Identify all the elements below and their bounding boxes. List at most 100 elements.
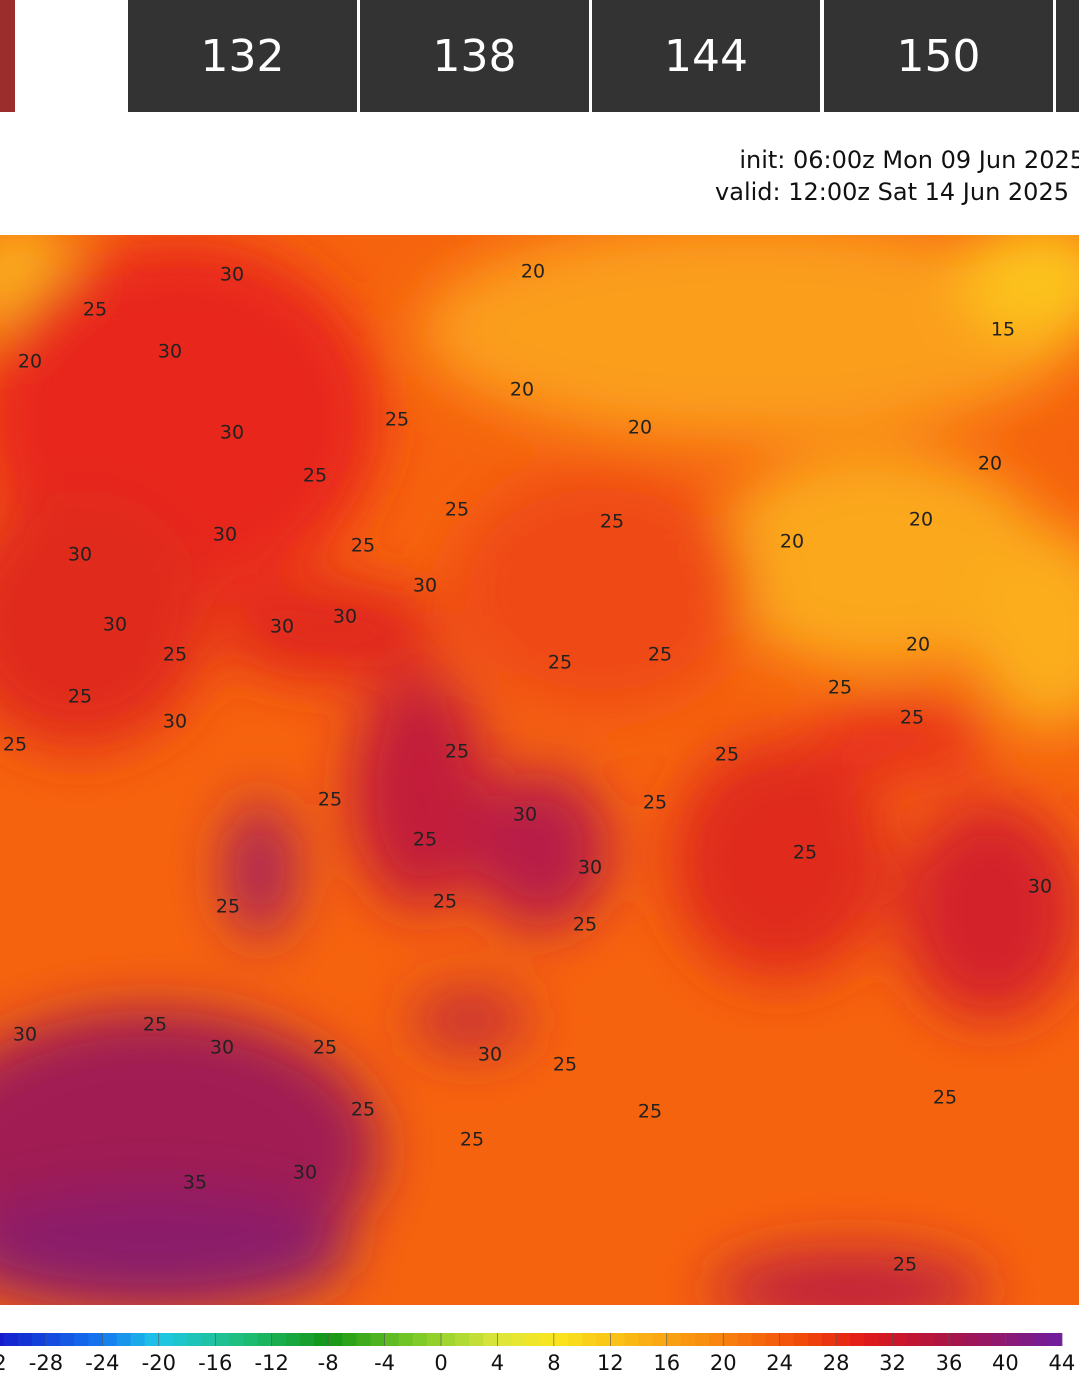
colorbar-swatch bbox=[356, 1333, 371, 1346]
contour-label: 25 bbox=[900, 707, 924, 729]
temperature-field bbox=[0, 235, 1079, 1305]
contour-label: 25 bbox=[548, 652, 572, 674]
contour-label: 25 bbox=[828, 677, 852, 699]
contour-label: 25 bbox=[893, 1254, 917, 1276]
colorbar-swatch bbox=[751, 1333, 767, 1346]
colorbar-swatch bbox=[582, 1333, 597, 1346]
forecast-hour-tab[interactable]: 144 bbox=[592, 0, 820, 112]
colorbar-swatch bbox=[74, 1333, 89, 1346]
colorbar-tick-label: -32 bbox=[0, 1351, 7, 1375]
forecast-hour-tab[interactable]: 138 bbox=[360, 0, 589, 112]
colorbar-tick-label: 36 bbox=[936, 1351, 963, 1375]
colorbar-swatch bbox=[370, 1333, 386, 1346]
contour-label: 25 bbox=[933, 1087, 957, 1109]
colorbar-swatch bbox=[553, 1333, 569, 1346]
contour-label: 20 bbox=[521, 261, 545, 283]
forecast-hour-tab[interactable]: 126 bbox=[0, 0, 15, 112]
colorbar-swatch bbox=[906, 1333, 922, 1346]
contour-label: 25 bbox=[600, 511, 624, 533]
contour-label: 25 bbox=[68, 686, 92, 708]
contour-label: 25 bbox=[793, 842, 817, 864]
colorbar-tick-label: -8 bbox=[318, 1351, 339, 1375]
colorbar-swatch bbox=[243, 1333, 259, 1346]
colorbar-swatch bbox=[680, 1333, 696, 1346]
forecast-hour-tab[interactable]: 150 bbox=[824, 0, 1053, 112]
colorbar-swatch bbox=[737, 1333, 752, 1346]
colorbar-swatch bbox=[793, 1333, 809, 1346]
colorbar-tick-label: 8 bbox=[547, 1351, 560, 1375]
colorbar-swatch bbox=[709, 1333, 724, 1346]
colorbar-tick-label: -20 bbox=[142, 1351, 176, 1375]
contour-label: 25 bbox=[163, 644, 187, 666]
contour-label: 25 bbox=[433, 891, 457, 913]
contour-label: 25 bbox=[638, 1101, 662, 1123]
colorbar-tick-label: 40 bbox=[992, 1351, 1019, 1375]
colorbar-swatch bbox=[864, 1333, 879, 1346]
colorbar-swatch bbox=[3, 1333, 19, 1346]
forecast-hour-tab[interactable]: 132 bbox=[128, 0, 357, 112]
colorbar-swatch bbox=[88, 1333, 103, 1346]
colorbar-swatch bbox=[652, 1333, 668, 1346]
contour-label: 30 bbox=[13, 1024, 37, 1046]
colorbar-tick-label: -4 bbox=[374, 1351, 395, 1375]
contour-label: 30 bbox=[270, 616, 294, 638]
contour-label: 30 bbox=[158, 341, 182, 363]
colorbar-swatch bbox=[229, 1333, 244, 1346]
colorbar-swatch bbox=[0, 1333, 5, 1346]
contour-label: 30 bbox=[213, 524, 237, 546]
contour-label: 35 bbox=[183, 1172, 207, 1194]
contour-label: 25 bbox=[445, 741, 469, 763]
colorbar-swatch bbox=[299, 1333, 315, 1346]
colorbar-tick-label: 32 bbox=[879, 1351, 906, 1375]
colorbar-tick-label: -12 bbox=[255, 1351, 289, 1375]
contour-label: 30 bbox=[1028, 876, 1052, 898]
colorbar-tick-label: 44 bbox=[1048, 1351, 1075, 1375]
colorbar-swatch bbox=[45, 1333, 61, 1346]
contour-label: 25 bbox=[573, 914, 597, 936]
contour-label: 25 bbox=[3, 734, 27, 756]
colorbar-tick-label: 24 bbox=[766, 1351, 793, 1375]
colorbar-swatch bbox=[596, 1333, 611, 1346]
colorbar-swatch bbox=[102, 1333, 117, 1346]
colorbar-swatch bbox=[187, 1333, 202, 1346]
colorbar-swatch bbox=[920, 1333, 936, 1346]
colorbar-swatch bbox=[257, 1333, 273, 1346]
colorbar-swatch bbox=[398, 1333, 414, 1346]
tab-edge[interactable] bbox=[1056, 0, 1079, 112]
colorbar-swatch bbox=[328, 1333, 343, 1346]
colorbar-swatch bbox=[215, 1333, 230, 1346]
colorbar-swatch bbox=[991, 1333, 1006, 1346]
colorbar-swatch bbox=[694, 1333, 710, 1346]
colorbar-swatch bbox=[624, 1333, 640, 1346]
colorbar-tick-label: 28 bbox=[823, 1351, 850, 1375]
contour-label: 25 bbox=[318, 789, 342, 811]
colorbar-tick-label: 4 bbox=[491, 1351, 504, 1375]
colorbar-swatch bbox=[779, 1333, 795, 1346]
contour-label: 30 bbox=[163, 711, 187, 733]
colorbar-swatch bbox=[426, 1333, 442, 1346]
colorbar-swatch bbox=[539, 1333, 555, 1346]
colorbar-swatch bbox=[1005, 1333, 1020, 1346]
contour-label: 25 bbox=[648, 644, 672, 666]
contour-label: 25 bbox=[643, 792, 667, 814]
colorbar-swatch bbox=[455, 1333, 470, 1346]
colorbar-swatch bbox=[469, 1333, 484, 1346]
colorbar-swatch bbox=[483, 1333, 498, 1346]
contour-label: 20 bbox=[906, 634, 930, 656]
contour-label: 20 bbox=[978, 453, 1002, 475]
colorbar-swatch bbox=[158, 1333, 174, 1346]
contour-label: 30 bbox=[220, 264, 244, 286]
colorbar-swatch bbox=[314, 1333, 329, 1346]
contour-label: 30 bbox=[68, 544, 92, 566]
colorbar-swatch bbox=[342, 1333, 357, 1346]
contour-label: 25 bbox=[303, 465, 327, 487]
colorbar-swatch bbox=[638, 1333, 654, 1346]
colorbar-tick-label: 16 bbox=[653, 1351, 680, 1375]
contour-label: 30 bbox=[210, 1037, 234, 1059]
init-time: init: 06:00z Mon 09 Jun 2025 bbox=[739, 146, 1079, 174]
colorbar-swatch bbox=[172, 1333, 188, 1346]
contour-label: 15 bbox=[991, 319, 1015, 341]
contour-label: 25 bbox=[313, 1037, 337, 1059]
colorbar-swatch bbox=[1019, 1333, 1035, 1346]
